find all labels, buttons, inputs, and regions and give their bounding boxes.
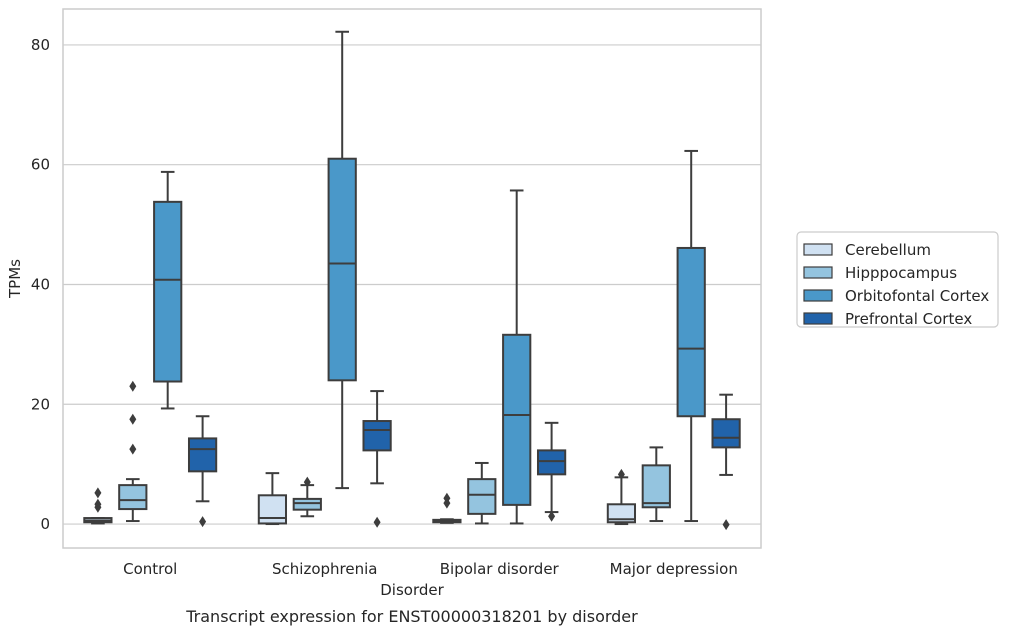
box-2-1: [467, 461, 497, 525]
box-iqr: [536, 449, 567, 476]
box-0-0: [83, 487, 113, 525]
box-iqr: [153, 200, 183, 383]
legend-label: Orbitofontal Cortex: [845, 287, 989, 305]
outlier-point: [199, 516, 207, 528]
box-1-2: [327, 30, 357, 490]
legend-label: Prefrontal Cortex: [845, 310, 972, 328]
box-iqr: [467, 478, 497, 515]
x-tick-label: Schizophrenia: [272, 560, 377, 578]
outlier-point: [443, 492, 451, 504]
x-tick-label: Control: [123, 560, 177, 578]
box-0-3: [187, 415, 218, 528]
y-tick-label: 0: [40, 515, 50, 533]
outlier-point: [129, 413, 137, 425]
y-tick-label: 20: [31, 395, 50, 413]
box-3-0: [606, 468, 637, 526]
x-tick-label: Bipolar disorder: [440, 560, 560, 578]
legend-frame: [796, 231, 999, 328]
outlier-point: [617, 468, 625, 480]
legend-label: Hipppocampus: [845, 264, 957, 282]
chart-caption: Transcript expression for ENST0000031820…: [185, 607, 638, 626]
box-0-2: [153, 170, 183, 410]
outlier-point: [303, 476, 311, 488]
box-3-1: [641, 446, 671, 523]
y-tick-label: 40: [31, 275, 50, 293]
box-2-2: [502, 189, 532, 525]
legend: Cerebellum Hipppocampus Orbitofontal Corte…: [796, 231, 999, 328]
box-1-1: [292, 476, 322, 518]
box-2-0: [432, 492, 462, 524]
legend-swatch: [803, 289, 833, 302]
outlier-point: [548, 510, 556, 522]
box-iqr: [187, 437, 218, 473]
legend-swatch: [803, 243, 833, 256]
box-iqr: [292, 497, 322, 511]
box-2-3: [536, 421, 567, 522]
box-iqr: [502, 333, 532, 506]
plot-frame: [62, 8, 762, 549]
x-tick-label: Major depression: [610, 560, 738, 578]
outlier-point: [373, 516, 381, 528]
legend-swatch: [803, 266, 833, 279]
box-1-0: [257, 472, 288, 526]
box-3-3: [711, 393, 741, 531]
y-axis-label: TPMs: [6, 259, 24, 299]
y-tick-label: 80: [31, 36, 50, 54]
y-axis-ticks: 0 20 40 60 80: [31, 36, 50, 533]
x-axis-ticks: Control Schizophrenia Bipolar disorder Majo…: [123, 560, 738, 578]
box-iqr: [676, 246, 706, 418]
box-1-3: [362, 390, 392, 528]
outlier-point: [94, 498, 102, 510]
box-iqr: [257, 494, 288, 525]
box-plot-series: [83, 30, 741, 531]
x-axis-label: Disorder: [380, 581, 444, 599]
box-iqr: [606, 503, 637, 524]
y-tick-label: 60: [31, 156, 50, 174]
box-iqr: [362, 420, 392, 452]
box-iqr: [118, 484, 148, 511]
box-iqr: [711, 418, 741, 449]
box-iqr: [327, 157, 357, 382]
outlier-point: [129, 443, 137, 455]
outlier-point: [129, 380, 137, 392]
legend-label: Cerebellum: [845, 241, 931, 259]
box-0-1: [118, 380, 148, 523]
outlier-point: [722, 519, 730, 531]
outlier-point: [94, 487, 102, 499]
legend-swatch: [803, 312, 833, 325]
box-3-2: [676, 149, 706, 523]
box-iqr: [641, 464, 671, 509]
